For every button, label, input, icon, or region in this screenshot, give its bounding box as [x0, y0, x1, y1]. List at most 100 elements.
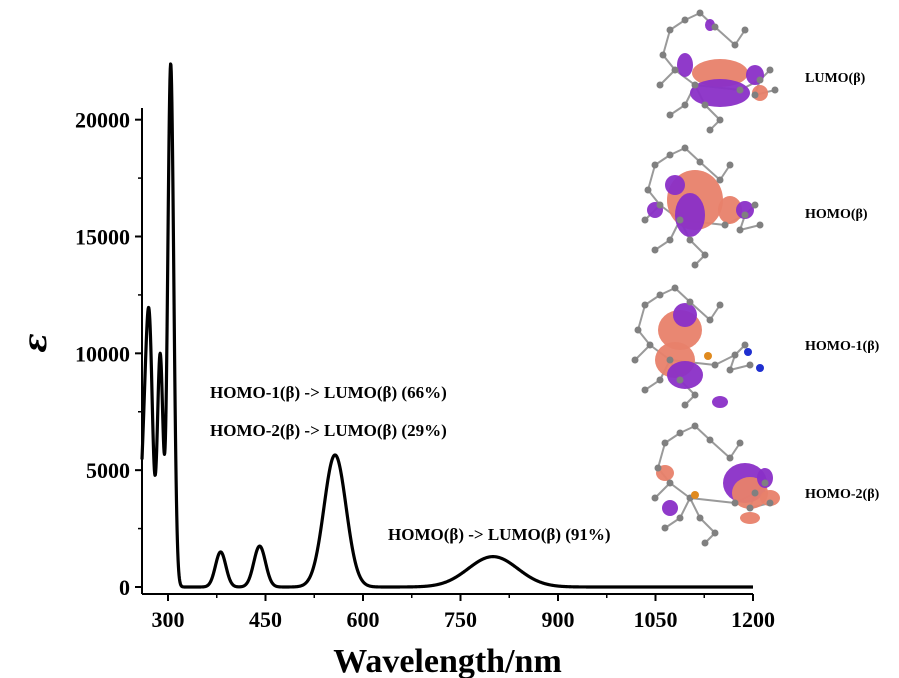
negative-lobe: [667, 361, 703, 389]
series-group: [140, 62, 755, 589]
atom: [651, 494, 659, 502]
bond: [674, 69, 696, 86]
orbital-label-homo-2: HOMO-2(β): [805, 487, 880, 502]
atom: [716, 116, 724, 124]
bond: [654, 482, 671, 499]
x-tick-label-1050: 1050: [634, 607, 678, 632]
orbital-label-homo: HOMO(β): [805, 207, 868, 222]
atom: [666, 479, 674, 487]
y-tick-label-20000: 20000: [75, 108, 130, 133]
x-tick-label-1200: 1200: [731, 607, 775, 632]
atom: [756, 221, 764, 229]
atom: [646, 341, 654, 349]
atom: [751, 201, 759, 209]
atom: [641, 301, 649, 309]
positive-lobe: [732, 477, 768, 509]
x-tick-label-750: 750: [444, 607, 477, 632]
annotations: HOMO-1(β) -> LUMO(β) (66%) HOMO-2(β) -> …: [210, 383, 611, 544]
bond: [689, 497, 736, 504]
atom: [659, 51, 667, 59]
annotation-homo1-lumo: HOMO-1(β) -> LUMO(β) (66%): [210, 383, 447, 402]
atom: [691, 81, 699, 89]
negative-lobe: [665, 175, 685, 195]
bond: [679, 497, 691, 519]
orbital-label-lumo: LUMO(β): [805, 71, 866, 86]
atom: [671, 66, 679, 74]
atom: [726, 161, 734, 169]
x-tick-label-600: 600: [347, 607, 380, 632]
atom: [686, 298, 694, 306]
phosphorus-atom: [691, 491, 699, 499]
atom: [666, 26, 674, 34]
orbital-label-homo-1: HOMO-1(β): [805, 339, 880, 354]
atom: [696, 514, 704, 522]
phosphorus-atom: [704, 352, 712, 360]
atom: [711, 529, 719, 537]
negative-lobe: [677, 53, 693, 77]
negative-lobe: [673, 303, 697, 327]
orbital-homo: [641, 144, 764, 269]
bond: [704, 104, 721, 121]
orbital-homo-2: [651, 422, 780, 547]
atom: [641, 216, 649, 224]
atom: [701, 539, 709, 547]
negative-lobe: [736, 201, 754, 219]
orbital-labels: LUMO(β) HOMO(β) HOMO-1(β) HOMO-2(β): [805, 71, 880, 502]
negative-lobe: [675, 193, 705, 237]
spectrum-line: [140, 62, 755, 589]
atom: [736, 86, 744, 94]
atom: [706, 316, 714, 324]
atom: [641, 386, 649, 394]
x-tick-label-300: 300: [152, 607, 185, 632]
y-tick-label-0: 0: [119, 575, 130, 600]
atom: [726, 366, 734, 374]
y-tick-label-5000: 5000: [86, 458, 130, 483]
atom: [761, 479, 769, 487]
atom: [711, 361, 719, 369]
atom: [666, 356, 674, 364]
atom: [756, 76, 764, 84]
atom: [736, 439, 744, 447]
atom: [736, 226, 744, 234]
bond: [689, 239, 706, 256]
orbital-lumo: [656, 9, 779, 134]
atom: [726, 454, 734, 462]
atom: [741, 341, 749, 349]
nitrogen-atom: [756, 364, 764, 372]
atom: [696, 158, 704, 166]
negative-lobe: [712, 396, 728, 408]
atom: [706, 436, 714, 444]
bond: [689, 497, 701, 519]
atom: [666, 236, 674, 244]
negative-lobe: [690, 79, 750, 107]
positive-lobe: [740, 512, 760, 524]
atom: [676, 514, 684, 522]
atom: [656, 81, 664, 89]
positive-lobe: [718, 196, 742, 224]
atom: [691, 422, 699, 430]
atom: [691, 261, 699, 269]
negative-lobe: [662, 500, 678, 516]
atom: [701, 101, 709, 109]
atom: [666, 151, 674, 159]
x-tick-label-450: 450: [249, 607, 282, 632]
bond: [637, 304, 646, 331]
atom: [746, 504, 754, 512]
atom: [656, 376, 664, 384]
atom: [671, 284, 679, 292]
bond: [689, 301, 711, 321]
bond: [699, 161, 721, 181]
atom: [681, 101, 689, 109]
annotation-homo2-lumo: HOMO-2(β) -> LUMO(β) (29%): [210, 421, 447, 440]
atom: [634, 326, 642, 334]
atom: [681, 16, 689, 24]
atom: [676, 429, 684, 437]
bond: [647, 164, 656, 191]
atom: [631, 356, 639, 364]
bond: [657, 442, 666, 469]
atom: [731, 351, 739, 359]
bond: [709, 439, 731, 459]
atom: [686, 236, 694, 244]
bond: [714, 354, 736, 366]
atom: [771, 86, 779, 94]
